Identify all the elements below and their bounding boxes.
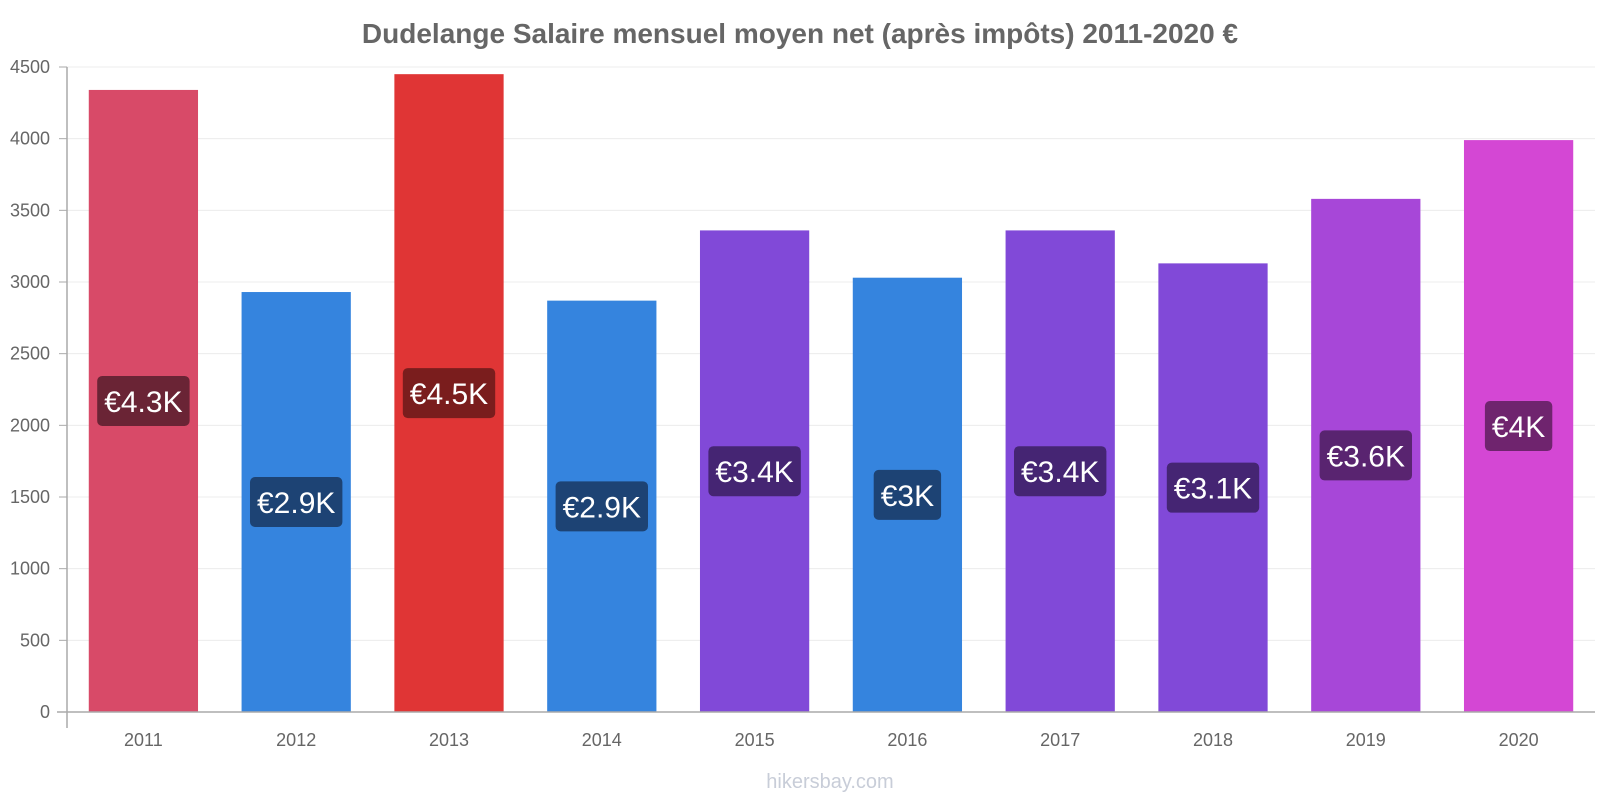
- value-label-2017: €3.4K: [1013, 446, 1107, 497]
- x-tick-label: 2014: [582, 730, 622, 750]
- value-label-2013: €4.5K: [402, 368, 496, 419]
- value-label-2020: €4K: [1484, 401, 1553, 452]
- watermark: hikersbay.com: [766, 771, 893, 793]
- value-label-2018: €3.1K: [1166, 462, 1260, 513]
- value-label-bg: [1166, 462, 1260, 513]
- value-label-text: €2.9K: [563, 491, 641, 524]
- y-tick-label: 4000: [10, 129, 50, 149]
- y-tick-label: 1000: [10, 559, 50, 579]
- x-tick-label: 2015: [735, 730, 775, 750]
- y-tick-label: 2000: [10, 415, 50, 435]
- value-label-bg: [249, 477, 343, 528]
- value-label-text: €4.5K: [410, 378, 488, 411]
- value-label-2014: €2.9K: [555, 481, 649, 532]
- value-label-bg: [708, 446, 801, 497]
- bars: [88, 74, 1574, 713]
- x-tick-label: 2012: [276, 730, 316, 750]
- x-tick-label: 2013: [429, 730, 469, 750]
- value-label-bg: [1484, 401, 1553, 452]
- value-label-2015: €3.4K: [708, 446, 801, 497]
- value-label-bg: [555, 481, 649, 532]
- y-tick-label: 500: [20, 630, 50, 650]
- value-label-bg: [873, 469, 942, 520]
- y-tick-label: 3500: [10, 200, 50, 220]
- value-label-2019: €3.6K: [1319, 430, 1413, 481]
- x-tick-label: 2017: [1040, 730, 1080, 750]
- value-label-text: €3.4K: [715, 456, 793, 489]
- y-tick-label: 3000: [10, 272, 50, 292]
- y-tick-label: 2500: [10, 344, 50, 364]
- x-tick-label: 2020: [1499, 730, 1539, 750]
- x-tick-label: 2018: [1193, 730, 1233, 750]
- value-label-2011: €4.3K: [97, 375, 190, 426]
- value-label-bg: [97, 375, 190, 426]
- value-label-bg: [1013, 446, 1107, 497]
- value-label-2016: €3K: [873, 469, 942, 520]
- x-tick-label: 2011: [124, 730, 163, 750]
- chart-title: Dudelange Salaire mensuel moyen net (apr…: [362, 18, 1239, 49]
- value-labels: €4.3K €2.9K €4.5K €2.9K €3.4K €3K €3.4K €3.1K €3…: [97, 368, 1553, 532]
- x-tick-label: 2016: [887, 730, 927, 750]
- value-label-text: €2.9K: [257, 487, 335, 520]
- y-tick-label: 4500: [10, 57, 50, 77]
- value-label-text: €3.4K: [1021, 456, 1099, 489]
- value-label-2012: €2.9K: [249, 477, 343, 528]
- value-label-bg: [402, 368, 496, 419]
- axes: 0 500 1000 1500 2000 2500 3000 3500 4000 4500 2011…: [10, 57, 1595, 750]
- value-label-text: €4K: [1492, 411, 1545, 444]
- value-label-bg: [1319, 430, 1413, 481]
- value-label-text: €4.3K: [104, 386, 182, 419]
- x-tick-label: 2019: [1346, 730, 1386, 750]
- y-tick-label: 0: [40, 702, 50, 722]
- value-label-text: €3K: [881, 480, 934, 513]
- value-label-text: €3.1K: [1174, 473, 1252, 506]
- value-label-text: €3.6K: [1327, 440, 1405, 473]
- y-tick-label: 1500: [10, 487, 50, 507]
